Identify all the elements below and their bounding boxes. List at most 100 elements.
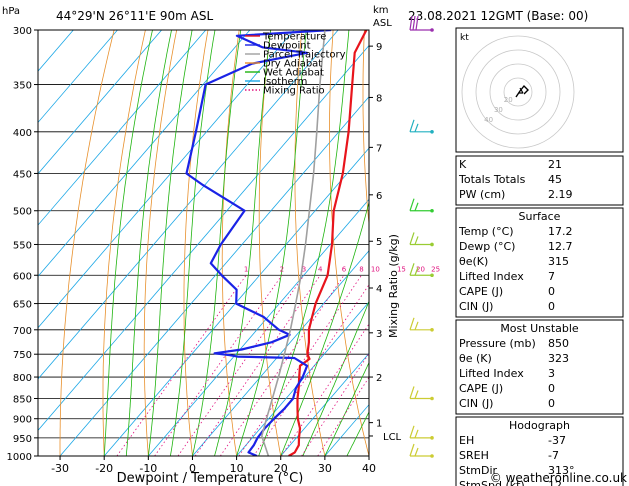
- temperature-tick-label: -20: [95, 462, 113, 475]
- mixing-ratio-line: [301, 352, 369, 456]
- wet-adiabat-line: [324, 361, 369, 456]
- wind-barb-feather: [414, 236, 419, 245]
- hodograph-ring-label: 40: [484, 116, 493, 124]
- wind-barb-feather: [414, 202, 419, 211]
- surface-table-row-label: Dewp (°C): [459, 240, 515, 253]
- wind-barb-feather: [415, 15, 419, 31]
- indices-table-row-value: 21: [548, 158, 562, 171]
- mixing-ratio-label: 4: [318, 265, 323, 273]
- hodograph-table-row-value: -7: [548, 449, 559, 462]
- dry-adiabat-line: [258, 30, 282, 456]
- most-unstable-table-row-value: 3: [548, 367, 555, 380]
- surface-table-row-value: 12.7: [548, 240, 573, 253]
- temperature-tick-label: -10: [139, 462, 157, 475]
- isotherm-line: [38, 30, 118, 124]
- most-unstable-table-row-value: 0: [548, 382, 555, 395]
- surface-table-row-value: 17.2: [548, 225, 573, 238]
- hodograph-table-row-value: 12: [548, 479, 562, 486]
- lcl-label: LCL: [383, 432, 402, 443]
- mixing-ratio-label: 3: [302, 265, 306, 273]
- wind-barb-feather: [409, 425, 415, 439]
- series-temperature-line: [288, 30, 368, 456]
- temperature-tick-label: -30: [51, 462, 69, 475]
- wind-barb-feather: [409, 119, 415, 132]
- altitude-tick-label: 4: [376, 284, 382, 295]
- surface-table-row-label: CIN (J): [459, 300, 493, 313]
- wet-adiabat-line: [192, 30, 242, 456]
- hodograph-table-row-label: StmSpd (kt): [459, 479, 525, 486]
- chart-background-lines: [38, 30, 369, 456]
- indices-tables: K 21 Totals Totals 45 PW (cm) 2.19 Surface Temp…: [455, 155, 624, 486]
- dry-adiabat-line: [143, 30, 178, 456]
- wind-barb-feather: [409, 317, 415, 330]
- wind-barb-station-dot: [430, 129, 434, 134]
- wind-barb-station-dot: [430, 208, 434, 213]
- hodograph-table-row-value: 313°: [548, 464, 575, 477]
- mixing-ratio-label: 1: [244, 265, 248, 273]
- wind-barb-feather: [409, 263, 415, 276]
- wet-adiabat-line: [103, 30, 153, 456]
- altitude-tick-label: 9: [376, 42, 382, 53]
- wind-barb-feather: [409, 15, 413, 31]
- surface-table-frame: [455, 207, 624, 318]
- altitude-tick-label: 6: [376, 191, 382, 202]
- wind-barb-station-dot: [430, 28, 434, 32]
- pressure-tick-label: 350: [13, 81, 32, 92]
- hodograph-ring: [489, 63, 547, 121]
- surface-table-row-label: CAPE (J): [459, 285, 503, 298]
- wind-barb-feather: [414, 267, 419, 276]
- datetime-title: 23.08.2021 12GMT (Base: 00): [408, 9, 588, 23]
- altitude-tick-label: 7: [376, 143, 382, 154]
- hpa-label: hPa: [2, 6, 20, 17]
- mixing-ratio-line: [177, 275, 305, 456]
- pressure-tick-label: 400: [13, 128, 32, 139]
- wind-barb-feather: [414, 321, 419, 331]
- indices-table-row-label: PW (cm): [459, 188, 505, 201]
- altitude-tick-label: 8: [376, 93, 382, 104]
- most-unstable-table-title: Most Unstable: [500, 322, 579, 335]
- altitude-tick-label: 3: [376, 329, 382, 340]
- pressure-tick-label: 450: [13, 169, 32, 180]
- legend-entry-label: Mixing Ratio: [263, 86, 325, 97]
- mixing-ratio-line: [220, 275, 345, 456]
- altitude-tick-label: 5: [376, 237, 382, 248]
- most-unstable-table-row-value: 0: [548, 397, 555, 410]
- plot-frame: [37, 29, 370, 457]
- mixing-ratio-line: [280, 323, 369, 456]
- legend-entry-label: Dry Adiabat: [263, 59, 322, 70]
- wind-barb-feather: [414, 123, 419, 133]
- legend-entry-label: Isotherm: [263, 77, 307, 88]
- pressure-tick-label: 300: [13, 26, 32, 37]
- surface-table-row-label: Lifted Index: [459, 270, 524, 283]
- most-unstable-table-row-label: θe (K): [459, 352, 492, 365]
- mixing-ratio-line: [116, 275, 247, 456]
- mixing-ratio-label: 6: [342, 265, 347, 273]
- isotherm-line: [103, 147, 369, 456]
- surface-table-row-value: 0: [548, 285, 555, 298]
- pressure-tick-label: 650: [13, 300, 32, 311]
- isotherm-line: [38, 30, 207, 226]
- location-title: 44°29'N 26°11'E 90m ASL: [56, 9, 213, 23]
- wind-barb-feather: [409, 386, 415, 399]
- dry-adiabat-line: [329, 30, 369, 456]
- mixing-ratio-line: [194, 275, 321, 456]
- hodograph-table-row-value: -37: [548, 434, 566, 447]
- dry-adiabat-line: [294, 30, 326, 456]
- wind-barb-station-dot: [430, 327, 434, 332]
- pressure-tick-label: 550: [13, 240, 32, 251]
- mixing-ratio-label: 8: [359, 265, 363, 273]
- isotherm-line: [38, 30, 162, 175]
- temperature-tick-label: 40: [362, 462, 376, 475]
- pressure-tick-label: 750: [13, 350, 32, 361]
- hodograph-ring-label: 30: [494, 106, 503, 114]
- pressure-tick-label: 1000: [7, 452, 32, 463]
- mixing-ratio-line: [154, 275, 283, 456]
- wind-barb-feather: [414, 447, 419, 457]
- isotherm-line: [192, 250, 369, 456]
- hodograph-frame: [455, 27, 624, 153]
- wet-adiabat-line: [125, 30, 172, 456]
